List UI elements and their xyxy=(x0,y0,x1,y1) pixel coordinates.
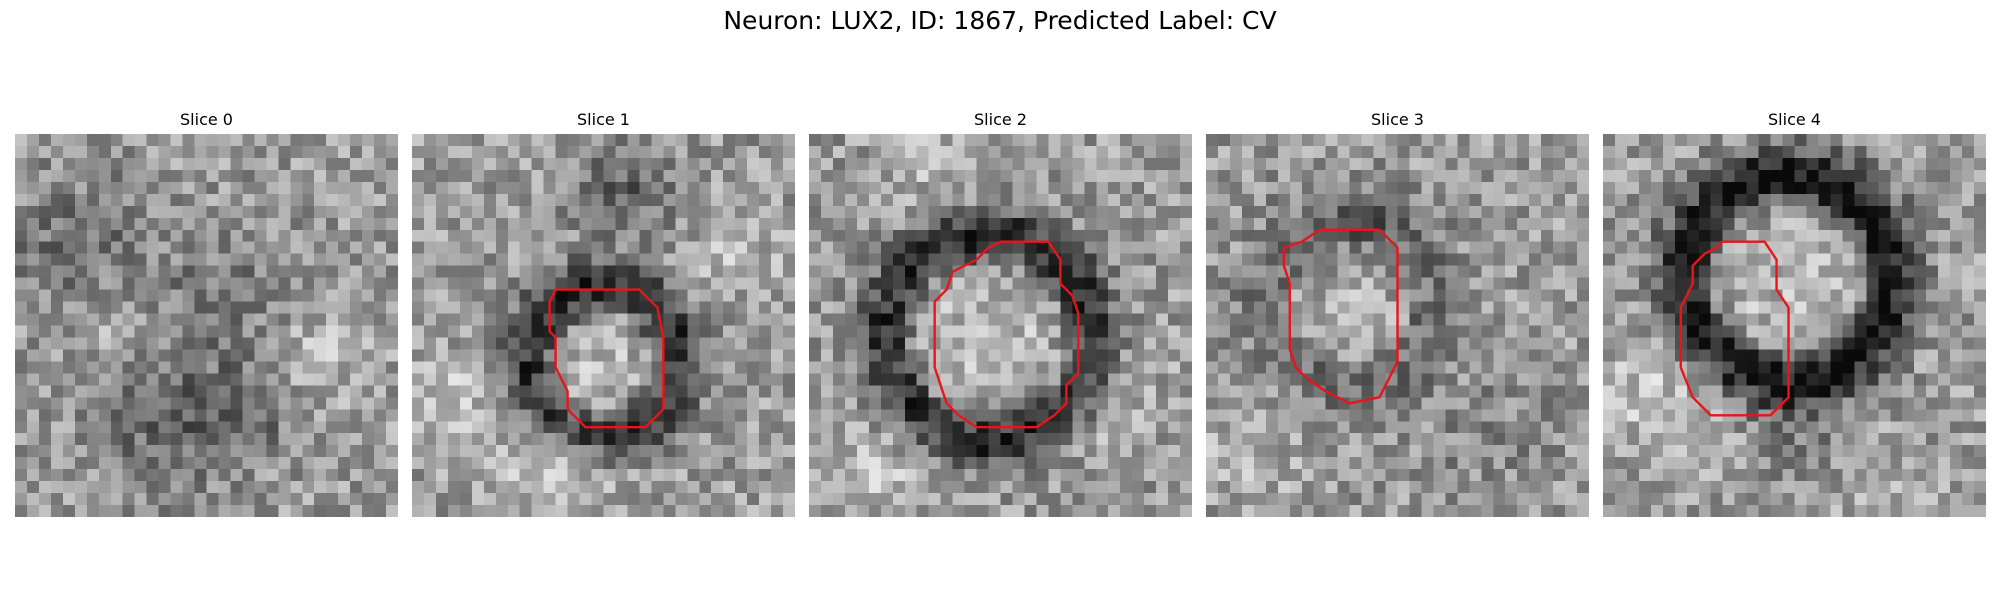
slice-2-image xyxy=(809,134,1192,517)
slice-3-title: Slice 3 xyxy=(1371,110,1424,129)
slice-0-image xyxy=(15,134,398,517)
figure-title: Neuron: LUX2, ID: 1867, Predicted Label:… xyxy=(723,6,1277,35)
slice-1-contour xyxy=(548,288,665,429)
slice-4-image xyxy=(1603,134,1986,517)
slice-3-image xyxy=(1206,134,1589,517)
slice-4-title: Slice 4 xyxy=(1768,110,1821,129)
slice-3-contour xyxy=(1282,228,1399,405)
slice-2-contour xyxy=(933,240,1080,429)
slice-4-contour xyxy=(1679,240,1790,417)
slice-1-title: Slice 1 xyxy=(577,110,630,129)
slice-0-title: Slice 0 xyxy=(180,110,233,129)
slice-1-image xyxy=(412,134,795,517)
slice-2-title: Slice 2 xyxy=(974,110,1027,129)
